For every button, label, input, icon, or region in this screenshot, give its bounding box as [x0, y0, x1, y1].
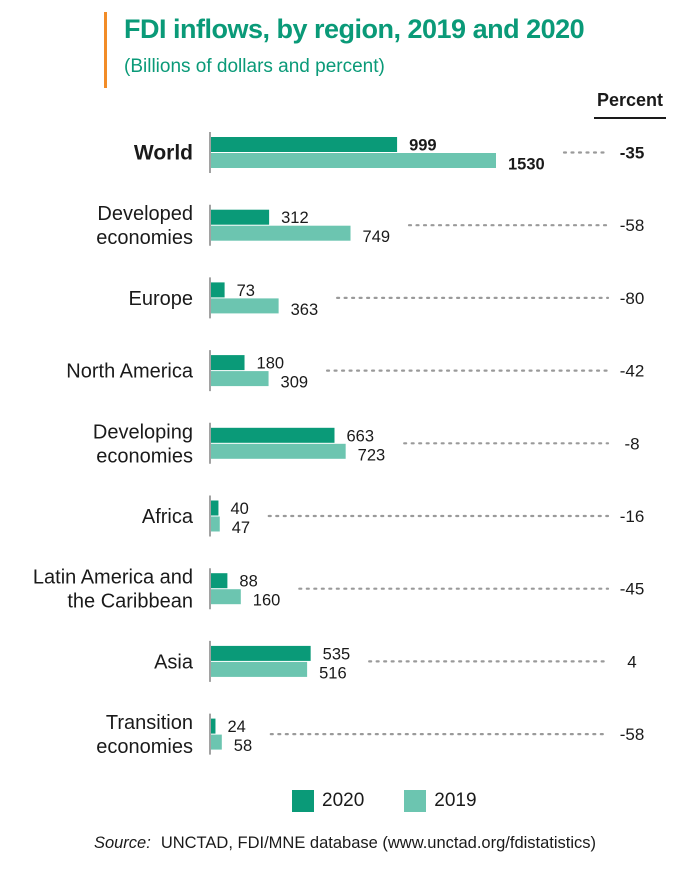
legend: 2020 2019: [292, 790, 517, 812]
value-label-2020-north-america: 180: [257, 355, 285, 373]
value-label-2019-europe: 363: [291, 301, 319, 319]
bar-2020-developed-economies: [211, 209, 270, 225]
category-label-europe: Europe: [129, 288, 194, 310]
category-label-africa: Africa: [142, 506, 194, 528]
value-label-2019-north-america: 309: [281, 374, 309, 392]
percent-change-latin-america-and-the-caribbean: -45: [620, 580, 645, 599]
value-label-2020-africa: 40: [230, 500, 248, 518]
category-label-transition-economies-line-1: Transition: [106, 712, 193, 734]
value-label-2019-africa: 47: [232, 519, 250, 537]
percent-change-asia: 4: [627, 652, 636, 671]
bar-2020-transition-economies: [211, 718, 216, 734]
percent-change-north-america: -42: [620, 362, 645, 381]
value-label-2019-transition-economies: 58: [234, 737, 252, 755]
category-label-asia: Asia: [154, 651, 194, 673]
legend-item-2020: 2020: [292, 790, 364, 812]
value-label-2020-developing-economies: 663: [347, 427, 375, 445]
bar-2020-developing-economies: [211, 427, 335, 443]
percent-header-underline: [594, 117, 666, 119]
legend-swatch-2019: [404, 790, 427, 812]
bar-2019-africa: [211, 516, 220, 532]
percent-change-world: -35: [620, 144, 645, 163]
category-label-north-america: North America: [66, 361, 194, 383]
bar-2019-europe: [211, 298, 279, 314]
source-text: UNCTAD, FDI/MNE database (www.unctad.org…: [160, 834, 597, 852]
bar-2020-world: [211, 137, 398, 152]
bar-2019-transition-economies: [211, 734, 222, 750]
bar-2019-developing-economies: [211, 443, 346, 459]
percent-change-developed-economies: -58: [620, 216, 645, 235]
source-label: Source:: [93, 834, 151, 852]
value-label-2020-europe: 73: [237, 282, 255, 300]
percent-change-europe: -80: [620, 289, 645, 308]
bar-2020-europe: [211, 282, 225, 298]
chart-title: FDI inflows, by region, 2019 and 2020: [124, 14, 585, 44]
bar-2019-world: [211, 153, 496, 168]
value-label-2020-latin-america-and-the-caribbean: 88: [239, 573, 257, 591]
legend-item-2019: 2019: [404, 790, 477, 812]
percent-change-africa: -16: [620, 507, 645, 526]
category-label-developing-economies-line-1: Developing: [93, 421, 193, 443]
category-label-world: World: [134, 142, 193, 165]
percent-column-header: Percent: [596, 90, 664, 110]
bar-2020-north-america: [211, 355, 245, 371]
chart-subtitle: (Billions of dollars and percent): [124, 56, 385, 77]
value-label-2019-asia: 516: [319, 664, 347, 682]
bar-2020-asia: [211, 645, 311, 661]
category-label-developed-economies-line-2: economies: [96, 227, 193, 249]
value-label-2019-developed-economies: 749: [363, 228, 391, 246]
bar-2020-latin-america-and-the-caribbean: [211, 573, 228, 589]
source-note: Source: UNCTAD, FDI/MNE database (www.unc…: [0, 834, 690, 853]
bar-2020-africa: [211, 500, 219, 516]
bar-2019-developed-economies: [211, 225, 351, 241]
value-label-2020-asia: 535: [323, 645, 351, 663]
category-label-developing-economies-line-2: economies: [96, 445, 193, 467]
legend-label-2019: 2019: [434, 790, 477, 811]
bar-2019-latin-america-and-the-caribbean: [211, 589, 241, 605]
bar-2019-north-america: [211, 371, 269, 387]
category-label-latin-america-and-the-caribbean-line-2: the Caribbean: [67, 591, 193, 613]
value-label-2019-latin-america-and-the-caribbean: 160: [253, 592, 281, 610]
category-label-latin-america-and-the-caribbean-line-1: Latin America and: [33, 567, 193, 589]
legend-swatch-2020: [292, 790, 314, 812]
legend-label-2020: 2020: [322, 790, 365, 811]
percent-change-developing-economies: -8: [624, 434, 639, 453]
value-label-2019-world: 1530: [508, 156, 545, 174]
category-label-transition-economies-line-2: economies: [96, 736, 193, 758]
value-label-2020-transition-economies: 24: [227, 718, 245, 736]
bar-2019-asia: [211, 661, 308, 677]
category-label-developed-economies-line-1: Developed: [97, 203, 193, 225]
value-label-2020-world: 999: [409, 137, 437, 155]
bar-chart: World 9991530-35Developedeconomies312749-…: [33, 132, 645, 758]
percent-change-transition-economies: -58: [620, 725, 645, 744]
title-accent-bar: [104, 12, 107, 88]
value-label-2020-developed-economies: 312: [281, 209, 309, 227]
value-label-2019-developing-economies: 723: [358, 446, 386, 464]
